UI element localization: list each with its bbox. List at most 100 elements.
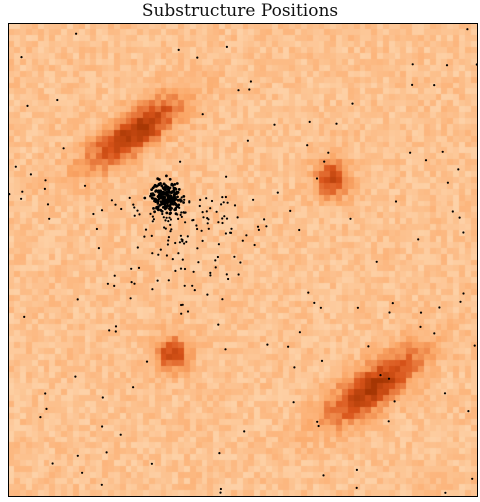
substructure-point xyxy=(237,89,240,92)
substructure-point xyxy=(155,184,159,188)
substructure-point xyxy=(150,234,153,237)
substructure-point xyxy=(239,261,242,264)
substructure-point xyxy=(172,186,176,190)
substructure-point xyxy=(233,204,237,207)
substructure-point xyxy=(119,433,122,436)
substructure-point xyxy=(438,306,441,309)
substructure-point xyxy=(233,255,236,258)
substructure-point xyxy=(152,218,155,221)
substructure-point xyxy=(164,227,167,230)
substructure-point xyxy=(196,227,199,231)
substructure-point xyxy=(114,325,118,328)
substructure-point xyxy=(151,192,155,196)
substructure-point xyxy=(462,292,465,295)
substructure-point xyxy=(167,239,170,242)
substructure-point xyxy=(169,202,172,205)
substructure-point xyxy=(219,491,222,494)
substructure-point xyxy=(150,462,153,465)
substructure-point xyxy=(221,298,224,301)
substructure-point xyxy=(466,28,469,31)
substructure-point xyxy=(226,201,229,204)
substructure-point xyxy=(128,196,131,199)
substructure-point xyxy=(458,216,461,219)
substructure-point xyxy=(163,226,166,229)
substructure-point xyxy=(162,182,166,186)
substructure-point xyxy=(166,197,169,201)
substructure-point xyxy=(172,199,175,202)
substructure-point xyxy=(419,311,423,314)
substructure-point xyxy=(101,396,104,399)
substructure-point xyxy=(467,410,470,413)
substructure-point xyxy=(129,297,132,300)
substructure-point xyxy=(462,231,465,234)
substructure-point xyxy=(224,348,227,351)
substructure-point xyxy=(157,183,161,186)
substructure-point xyxy=(136,246,139,249)
substructure-point xyxy=(225,175,228,178)
substructure-point xyxy=(180,312,183,315)
substructure-point xyxy=(174,202,178,206)
substructure-point xyxy=(355,468,358,471)
substructure-point xyxy=(308,120,311,123)
substructure-point xyxy=(351,102,354,105)
substructure-point xyxy=(175,205,178,208)
substructure-point xyxy=(154,189,158,193)
substructure-point xyxy=(445,64,449,67)
chart-title: Substructure Positions xyxy=(141,1,339,21)
substructure-point xyxy=(179,234,182,237)
substructure-point xyxy=(181,238,184,242)
substructure-point xyxy=(51,462,54,465)
substructure-point xyxy=(257,228,260,231)
substructure-point xyxy=(26,104,29,107)
substructure-point xyxy=(313,301,316,304)
substructure-point xyxy=(136,209,139,212)
substructure-point xyxy=(169,223,172,226)
substructure-point xyxy=(106,282,109,285)
substructure-point xyxy=(367,345,370,348)
substructure-point xyxy=(132,386,135,389)
substructure-point xyxy=(44,179,47,182)
substructure-point xyxy=(444,491,447,494)
substructure-point xyxy=(433,332,436,335)
substructure-point xyxy=(164,219,167,222)
substructure-point xyxy=(174,241,177,245)
substructure-point xyxy=(151,215,154,218)
substructure-point xyxy=(165,254,168,257)
substructure-point xyxy=(20,56,23,59)
substructure-point xyxy=(177,48,180,51)
substructure-point xyxy=(180,196,183,199)
substructure-point xyxy=(174,208,177,211)
substructure-point xyxy=(14,165,17,168)
substructure-point xyxy=(192,270,195,273)
substructure-point xyxy=(227,277,230,281)
substructure-point xyxy=(144,228,148,231)
substructure-point xyxy=(167,188,171,192)
substructure-point xyxy=(156,208,160,212)
substructure-point xyxy=(21,190,24,193)
substructure-point xyxy=(217,323,220,326)
substructure-point xyxy=(56,98,59,102)
substructure-point xyxy=(201,211,204,214)
substructure-point xyxy=(179,213,182,216)
substructure-point xyxy=(221,217,224,220)
substructure-point xyxy=(215,210,218,213)
substructure-point xyxy=(168,186,172,190)
substructure-point xyxy=(245,234,248,237)
substructure-point xyxy=(170,228,173,231)
substructure-point xyxy=(446,181,449,184)
substructure-point xyxy=(206,217,209,220)
substructure-point xyxy=(168,194,172,198)
substructure-point xyxy=(92,212,95,216)
substructure-point xyxy=(287,345,290,348)
substructure-point xyxy=(186,235,189,238)
substructure-point xyxy=(180,211,183,214)
substructure-point xyxy=(160,192,164,196)
substructure-point xyxy=(195,224,198,227)
substructure-point xyxy=(113,274,116,277)
substructure-point xyxy=(158,203,162,207)
substructure-point xyxy=(320,359,324,362)
substructure-point xyxy=(355,486,358,489)
substructure-point xyxy=(206,222,209,225)
substructure-point xyxy=(229,231,233,234)
substructure-point xyxy=(201,113,204,116)
